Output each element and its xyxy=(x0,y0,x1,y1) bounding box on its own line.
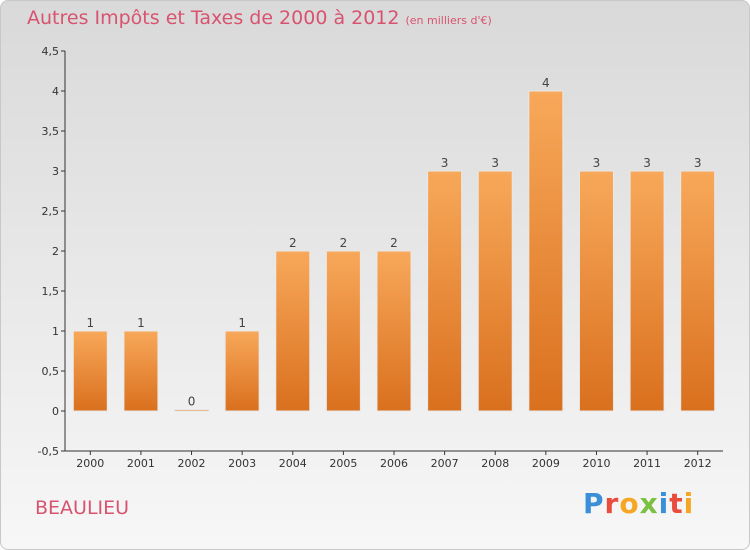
data-label-2003: 1 xyxy=(238,316,246,330)
x-tick-label-2010: 2010 xyxy=(582,457,610,470)
data-label-2012: 3 xyxy=(694,156,702,170)
y-tick-label: 3,5 xyxy=(42,125,60,138)
chart-subtitle: (en milliers d'€) xyxy=(405,14,492,27)
bar-2001 xyxy=(123,330,159,412)
bar-2012 xyxy=(680,170,716,412)
bar-2007 xyxy=(427,170,463,412)
bar-2004 xyxy=(275,250,311,412)
y-tick-label: -0,5 xyxy=(38,445,59,458)
bar-2003 xyxy=(224,330,260,412)
data-label-2010: 3 xyxy=(593,156,601,170)
data-label-2008: 3 xyxy=(491,156,499,170)
chart-bars: 1 1 0 1 2 2 2 3 3 4 3 3 3 xyxy=(72,76,716,412)
y-tick-label: 0 xyxy=(52,405,59,418)
logo-letter: t xyxy=(669,487,684,520)
y-tick-label: 0,5 xyxy=(42,365,60,378)
y-tick-label: 2 xyxy=(52,245,59,258)
data-label-2002: 0 xyxy=(188,395,196,409)
data-label-2009: 4 xyxy=(542,76,550,90)
chart-title-text: Autres Impôts et Taxes de 2000 à 2012 xyxy=(27,7,400,29)
data-label-2007: 3 xyxy=(441,156,449,170)
x-tick-label-2000: 2000 xyxy=(76,457,104,470)
logo-letter: P xyxy=(583,487,605,520)
chart-axes: -0,5 0 0,5 1 1,5 2 2,5 3 3,5 4 4,5 2000 2001 2002 2003… xyxy=(38,45,723,470)
data-label-2005: 2 xyxy=(340,236,348,250)
x-tick-label-2012: 2012 xyxy=(684,457,712,470)
data-label-2001: 1 xyxy=(137,316,145,330)
chart-title: Autres Impôts et Taxes de 2000 à 2012 (en… xyxy=(27,7,492,29)
bar-2000 xyxy=(72,330,108,412)
x-tick-label-2009: 2009 xyxy=(532,457,560,470)
logo-letter: i xyxy=(683,487,695,520)
bar-2009 xyxy=(528,90,564,412)
data-label-2000: 1 xyxy=(86,316,94,330)
y-tick-label: 4,5 xyxy=(42,45,60,58)
y-tick-label: 2,5 xyxy=(42,205,60,218)
location-name: BEAULIEU xyxy=(35,497,130,519)
proxiti-logo: Proxiti xyxy=(583,487,694,520)
bar-2005 xyxy=(325,250,361,412)
x-tick-label-2006: 2006 xyxy=(380,457,408,470)
logo-letter: r xyxy=(604,487,620,520)
y-tick-label: 4 xyxy=(52,85,59,98)
y-tick-label: 1 xyxy=(52,325,59,338)
bar-2008 xyxy=(477,170,513,412)
y-tick-label: 1,5 xyxy=(42,285,60,298)
data-label-2011: 3 xyxy=(643,156,651,170)
bar-2010 xyxy=(578,170,614,412)
data-label-2004: 2 xyxy=(289,236,297,250)
x-tick-label-2001: 2001 xyxy=(127,457,155,470)
x-tick-label-2005: 2005 xyxy=(329,457,357,470)
bar-2006 xyxy=(376,250,412,412)
logo-letter: i xyxy=(658,487,670,520)
logo-letter: x xyxy=(639,487,659,520)
x-tick-label-2004: 2004 xyxy=(279,457,307,470)
x-tick-label-2003: 2003 xyxy=(228,457,256,470)
logo-letter: o xyxy=(619,487,640,520)
x-tick-label-2011: 2011 xyxy=(633,457,661,470)
x-tick-label-2008: 2008 xyxy=(481,457,509,470)
x-tick-label-2002: 2002 xyxy=(178,457,206,470)
y-tick-label: 3 xyxy=(52,165,59,178)
bar-2002 xyxy=(174,409,210,412)
x-tick-label-2007: 2007 xyxy=(431,457,459,470)
bar-2011 xyxy=(629,170,665,412)
data-label-2006: 2 xyxy=(390,236,398,250)
